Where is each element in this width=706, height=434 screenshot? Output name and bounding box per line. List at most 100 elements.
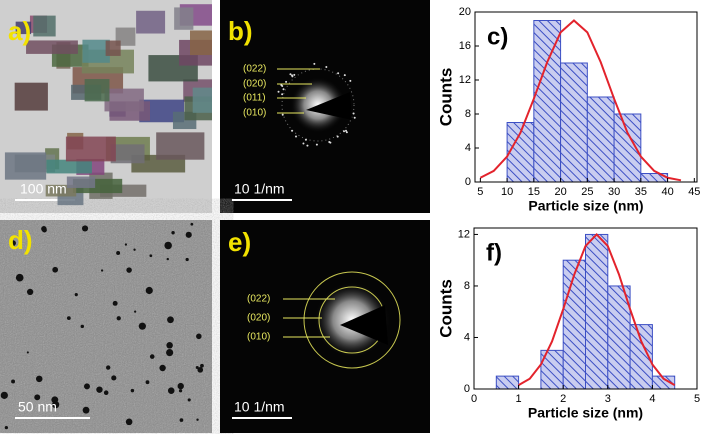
y-tick-label: 8 xyxy=(465,108,471,120)
scale-label: 50 nm xyxy=(18,399,57,415)
nanoparticle xyxy=(190,222,194,226)
x-tick-label: 5 xyxy=(694,393,700,405)
fit-curve xyxy=(518,232,676,387)
y-tick-label: 0 xyxy=(465,176,471,188)
nanorod xyxy=(66,176,96,188)
nanoparticle xyxy=(167,316,174,324)
scale-label: 10 1/nm xyxy=(234,181,285,197)
nanoparticle xyxy=(164,241,172,250)
bar xyxy=(495,375,520,390)
nanoparticle xyxy=(185,257,189,262)
nanoparticle xyxy=(4,426,8,430)
nanorod xyxy=(105,40,121,56)
nanorod xyxy=(190,30,212,56)
panel-label: e) xyxy=(228,227,251,257)
spot xyxy=(353,116,356,119)
spot xyxy=(281,113,284,116)
ring-label: (022) xyxy=(243,64,266,75)
nanoparticle xyxy=(35,375,43,383)
nanoparticle xyxy=(126,267,132,273)
nanoparticle xyxy=(166,342,173,349)
y-axis-label: Counts xyxy=(436,279,455,338)
bar xyxy=(562,259,587,390)
panel-label: c) xyxy=(487,23,508,50)
nanoparticle xyxy=(82,406,90,414)
beam-stop xyxy=(306,92,352,120)
ring-label: (010) xyxy=(243,108,266,119)
spot xyxy=(349,79,352,82)
spot xyxy=(337,72,340,75)
nanorod xyxy=(136,10,166,34)
nanorod xyxy=(192,87,212,113)
y-tick-label: 0 xyxy=(464,383,470,395)
x-tick-label: 30 xyxy=(608,186,620,198)
nanoparticle xyxy=(80,324,85,329)
nanoparticle xyxy=(125,418,133,426)
scale-label: 10 1/nm xyxy=(234,399,285,415)
nanoparticle xyxy=(52,266,59,273)
spot xyxy=(282,88,285,91)
nanoparticle xyxy=(149,354,155,359)
spot xyxy=(306,144,309,147)
x-tick-label: 40 xyxy=(661,186,673,198)
x-tick-label: 1 xyxy=(516,393,522,405)
panel-label: f) xyxy=(486,239,502,266)
nanoparticle xyxy=(124,243,128,246)
spot xyxy=(336,135,339,138)
nanoparticle xyxy=(11,379,16,384)
nanoparticle xyxy=(83,383,90,390)
spot xyxy=(343,74,346,77)
x-tick-label: 4 xyxy=(649,393,655,405)
ring-label: (022) xyxy=(247,294,270,305)
nanoparticle xyxy=(111,375,117,381)
nanoparticle xyxy=(74,293,78,297)
x-tick-label: 3 xyxy=(605,393,611,405)
y-tick-label: 4 xyxy=(465,142,471,154)
diffraction-ring xyxy=(281,68,355,142)
y-tick-label: 8 xyxy=(464,280,470,292)
bar xyxy=(585,233,609,390)
nanoparticle xyxy=(27,236,31,239)
spot xyxy=(291,75,294,78)
nanoparticle xyxy=(167,387,175,394)
nanoparticle xyxy=(96,386,103,393)
nanorod xyxy=(4,152,47,180)
nanoparticle xyxy=(66,316,71,321)
x-axis-label: Particle size (nm) xyxy=(528,405,643,421)
spot xyxy=(344,129,347,132)
nanorod xyxy=(156,132,205,160)
spot xyxy=(325,65,328,68)
panel-label: b) xyxy=(228,16,253,46)
nanoparticle xyxy=(177,382,184,390)
nanoparticle xyxy=(166,349,174,357)
x-tick-label: 2 xyxy=(560,393,566,405)
nanoparticle xyxy=(149,254,153,258)
nanoparticle xyxy=(26,351,29,354)
nanoparticle xyxy=(133,248,136,251)
plot-frame xyxy=(474,11,698,183)
diffraction-ring xyxy=(303,271,401,369)
nanoparticle xyxy=(145,286,153,295)
nanorod xyxy=(82,39,110,63)
nanorod xyxy=(46,159,92,174)
bar xyxy=(586,96,615,183)
nanoparticle xyxy=(15,273,24,282)
nanoparticle xyxy=(134,310,137,313)
nanoparticle xyxy=(0,391,8,399)
nanoparticle xyxy=(166,257,169,261)
nanorod xyxy=(84,79,110,102)
x-tick-label: 0 xyxy=(471,393,477,405)
ring-label: (020) xyxy=(243,79,266,90)
nanoparticle xyxy=(10,240,16,247)
diffraction-center xyxy=(290,77,346,133)
nanoparticle xyxy=(81,225,89,232)
nanoparticle xyxy=(179,418,184,422)
bar xyxy=(560,62,588,183)
nanoparticle xyxy=(196,333,202,340)
nanorod xyxy=(110,144,145,164)
spot xyxy=(285,80,288,83)
nanoparticle xyxy=(103,390,109,395)
spot xyxy=(352,112,355,115)
spot xyxy=(294,135,297,138)
nanorod xyxy=(14,82,48,111)
